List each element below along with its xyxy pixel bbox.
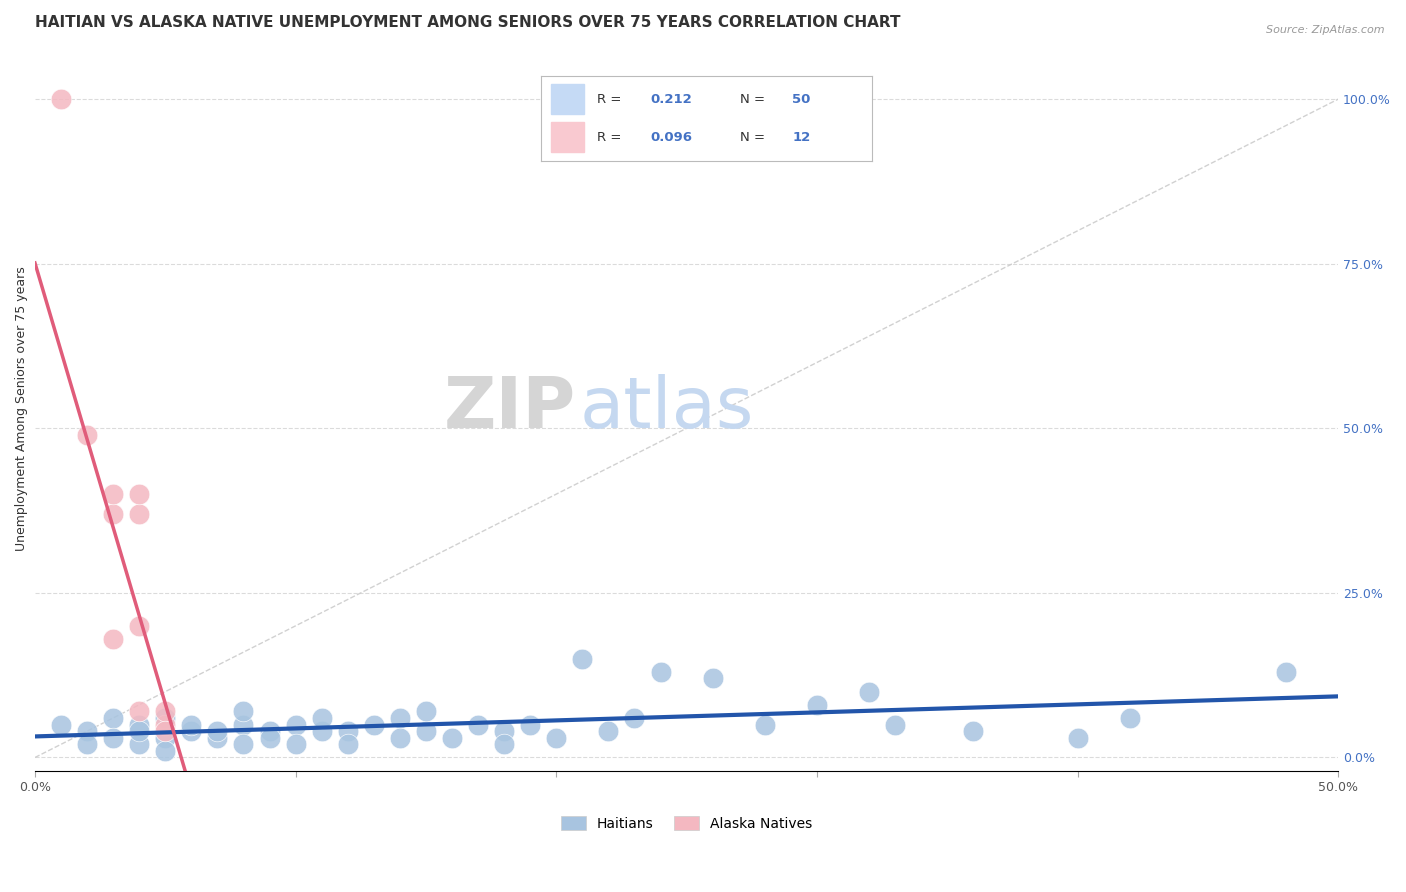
Point xyxy=(806,698,828,712)
Point xyxy=(467,717,489,731)
Text: 0.096: 0.096 xyxy=(651,131,692,144)
Point xyxy=(49,92,72,106)
Text: R =: R = xyxy=(598,131,626,144)
Point xyxy=(101,632,124,646)
Text: HAITIAN VS ALASKA NATIVE UNEMPLOYMENT AMONG SENIORS OVER 75 YEARS CORRELATION CH: HAITIAN VS ALASKA NATIVE UNEMPLOYMENT AM… xyxy=(35,15,900,30)
Text: 50: 50 xyxy=(793,93,811,105)
Point xyxy=(440,731,463,745)
Point xyxy=(858,684,880,698)
Point xyxy=(363,717,385,731)
Point xyxy=(494,737,516,751)
Text: R =: R = xyxy=(598,93,626,105)
Point xyxy=(155,717,177,731)
Point xyxy=(311,724,333,739)
Point xyxy=(101,507,124,521)
Point xyxy=(336,737,359,751)
Point xyxy=(155,705,177,719)
Text: ZIP: ZIP xyxy=(443,374,576,443)
Point xyxy=(259,724,281,739)
Point xyxy=(1066,731,1088,745)
Point xyxy=(128,619,150,633)
Point xyxy=(650,665,672,679)
Text: 0.212: 0.212 xyxy=(651,93,692,105)
Point xyxy=(259,731,281,745)
Point xyxy=(623,711,645,725)
Point xyxy=(571,651,593,665)
Text: N =: N = xyxy=(740,131,769,144)
Point xyxy=(155,724,177,739)
Point xyxy=(76,428,98,442)
Point xyxy=(207,731,229,745)
Y-axis label: Unemployment Among Seniors over 75 years: Unemployment Among Seniors over 75 years xyxy=(15,266,28,551)
Point xyxy=(232,737,254,751)
Text: atlas: atlas xyxy=(579,374,754,443)
Point xyxy=(1275,665,1298,679)
Point xyxy=(76,737,98,751)
Point xyxy=(128,507,150,521)
Point xyxy=(49,717,72,731)
Point xyxy=(494,724,516,739)
Point xyxy=(336,724,359,739)
Point xyxy=(546,731,568,745)
Point xyxy=(128,487,150,501)
Point xyxy=(754,717,776,731)
Text: N =: N = xyxy=(740,93,769,105)
Point xyxy=(101,731,124,745)
Bar xyxy=(551,122,585,152)
Point xyxy=(415,724,437,739)
Point xyxy=(101,487,124,501)
Point xyxy=(101,711,124,725)
Point xyxy=(1119,711,1142,725)
Point xyxy=(415,705,437,719)
Point xyxy=(284,737,307,751)
Point xyxy=(388,711,411,725)
Point xyxy=(702,672,724,686)
Text: Source: ZipAtlas.com: Source: ZipAtlas.com xyxy=(1267,25,1385,35)
Point xyxy=(128,724,150,739)
Legend: Haitians, Alaska Natives: Haitians, Alaska Natives xyxy=(555,810,818,836)
Point xyxy=(155,744,177,758)
Point xyxy=(76,724,98,739)
Point xyxy=(598,724,620,739)
Point xyxy=(388,731,411,745)
Point xyxy=(232,717,254,731)
Point xyxy=(128,705,150,719)
Point xyxy=(180,724,202,739)
Point xyxy=(155,731,177,745)
Point xyxy=(519,717,541,731)
Point xyxy=(962,724,984,739)
Point xyxy=(180,717,202,731)
Point xyxy=(207,724,229,739)
Point xyxy=(128,717,150,731)
Point xyxy=(284,717,307,731)
Text: 12: 12 xyxy=(793,131,811,144)
Point xyxy=(311,711,333,725)
Point xyxy=(128,737,150,751)
Point xyxy=(232,705,254,719)
Point xyxy=(155,711,177,725)
Bar xyxy=(551,85,585,114)
Point xyxy=(884,717,907,731)
